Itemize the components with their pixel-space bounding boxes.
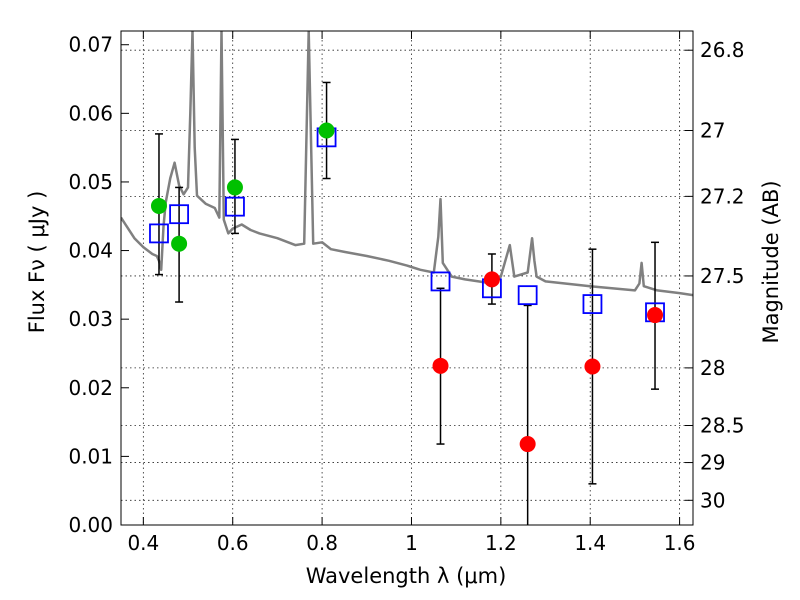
x-tick-label: 0.6 [217,531,249,555]
plot-frame [120,30,694,526]
observed-point [318,122,335,139]
y-tick-label: 0.05 [68,170,113,194]
x-tick-label: 1.4 [574,531,606,555]
x-tick-label: 1 [405,531,418,555]
observed-point [483,271,500,288]
y-tick-label: 0.06 [68,101,113,125]
y2-tick-label: 27 [700,118,725,142]
y2-axis-label: Magnitude (AB) [759,180,783,343]
observed-point [584,358,601,375]
y2-tick-label: 28 [700,356,725,380]
axes: 0.4 0.6 0.8 1 1.2 1.4 1.6 0.00 0.01 0.02 0.03 0.04 0… [68,31,745,555]
model-photometry-square [149,223,169,244]
observed-point [150,197,167,214]
x-tick-label: 0.4 [127,531,159,555]
y2-tick-label: 27.2 [700,184,745,208]
model-photometry-square [582,294,603,314]
model-photometry-square [169,204,189,225]
observed-point [171,235,188,252]
grid-lines [121,31,693,525]
y-tick-label: 0.00 [68,513,113,537]
y2-tick-label: 26.8 [700,38,745,62]
y2-tick-label: 27.5 [700,264,745,288]
x-axis-label: Wavelength λ (μm) [306,564,507,588]
x-tick-label: 0.8 [306,531,338,555]
observed-point [226,179,243,196]
y-tick-label: 0.02 [68,376,113,400]
sed-model-line [121,31,693,297]
observed-point [432,357,449,374]
observed-point [519,436,536,453]
y-tick-label: 0.07 [68,33,113,57]
y-tick-label: 0.01 [68,444,113,468]
model-photometry-square [225,196,245,217]
y2-tick-label: 29 [700,451,725,475]
y-tick-label: 0.03 [68,307,113,331]
y2-tick-label: 30 [700,488,725,512]
model-photometry-square [430,271,451,292]
x-tick-label: 1.6 [664,531,696,555]
y-tick-label: 0.04 [68,239,113,263]
model-photometry-square [517,285,538,306]
x-tick-label: 1.2 [485,531,517,555]
observed-point [647,307,664,324]
y2-tick-label: 28.5 [700,414,745,438]
y-axis-label: Flux Fν ( μJy ) [25,191,49,334]
plot-data [121,31,693,525]
